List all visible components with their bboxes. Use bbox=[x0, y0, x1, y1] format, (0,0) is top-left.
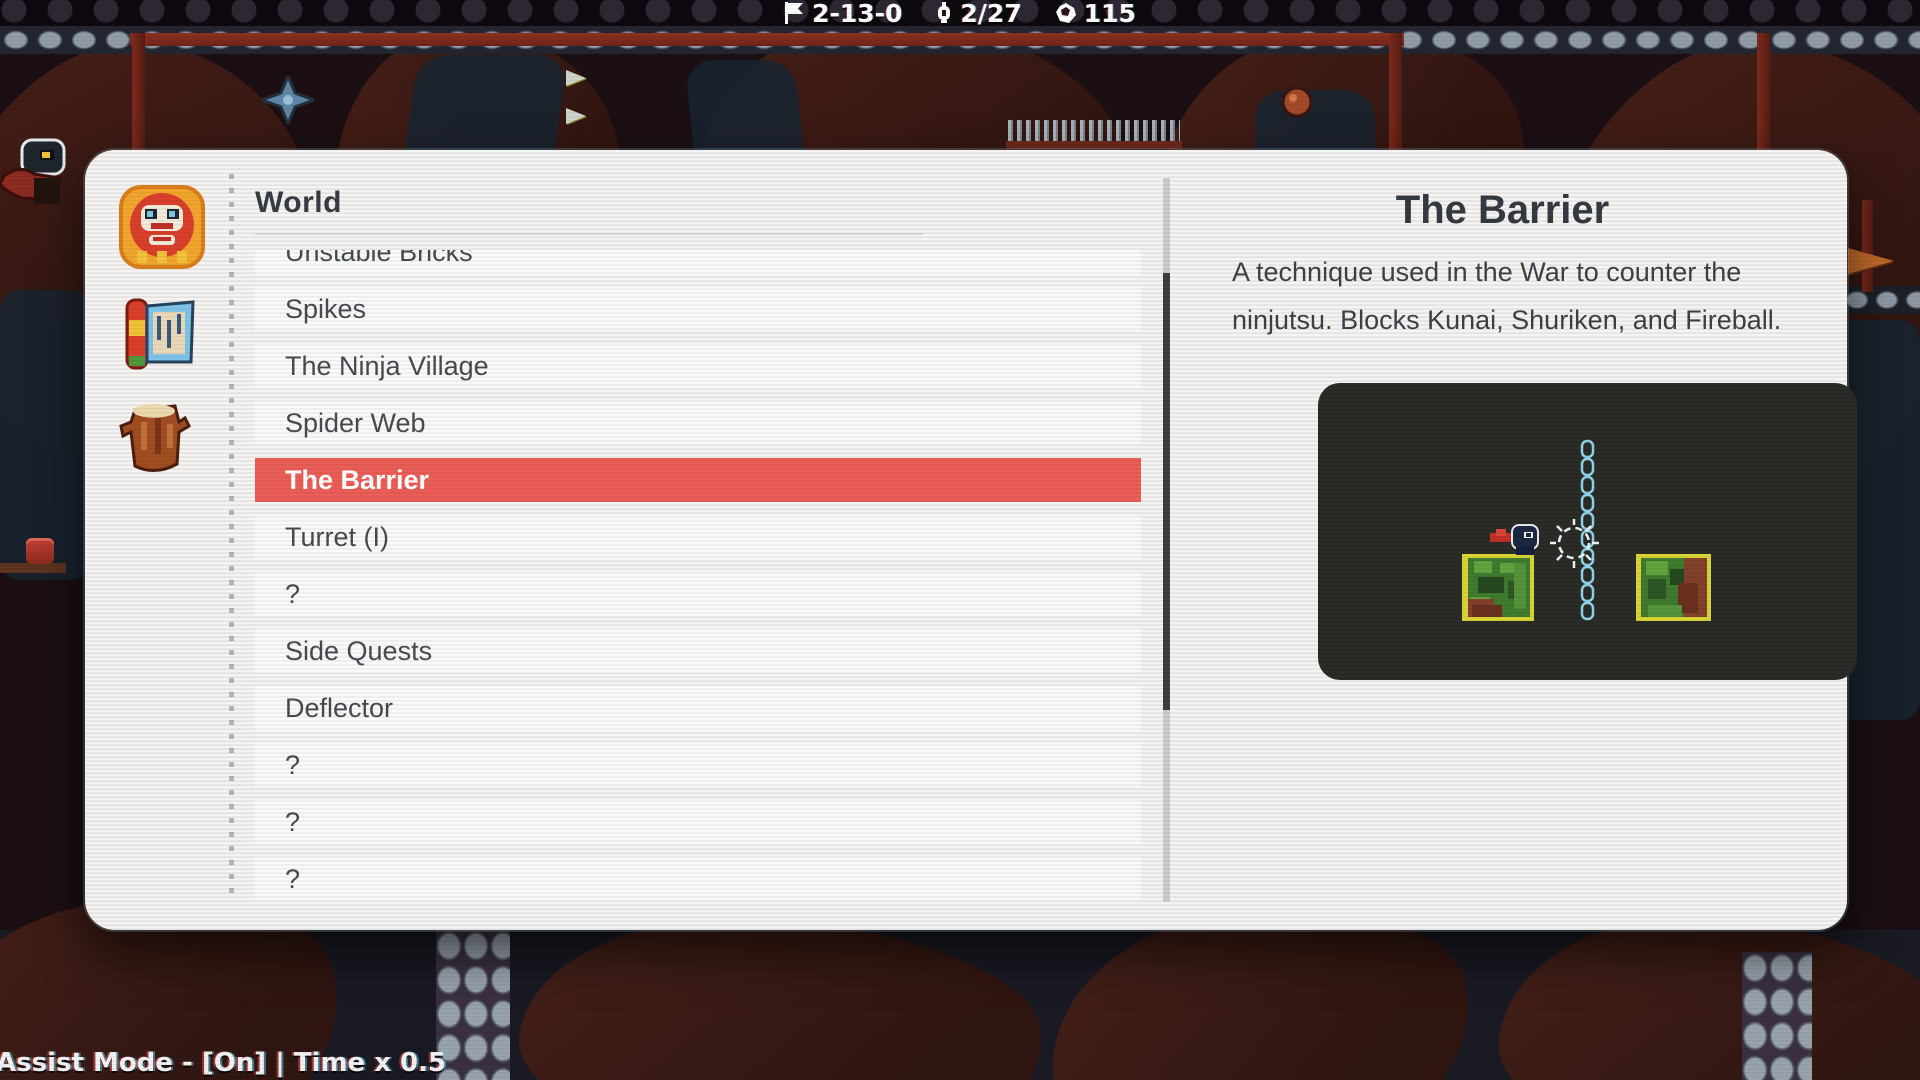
flag-icon bbox=[785, 2, 804, 24]
detail-description: A technique used in the War to counter t… bbox=[1232, 257, 1782, 335]
red-lamp-icon bbox=[26, 538, 54, 564]
list-item[interactable]: Deflector bbox=[255, 686, 1141, 743]
scrollbar-thumb[interactable] bbox=[1163, 273, 1170, 710]
sign-arrow-icon bbox=[1848, 248, 1894, 274]
ninja-sprite bbox=[1490, 524, 1539, 555]
list-item-label: Deflector bbox=[285, 693, 394, 723]
tab-items[interactable] bbox=[119, 398, 205, 482]
list-item[interactable]: Spikes bbox=[255, 287, 1141, 344]
tab-map[interactable] bbox=[119, 296, 205, 380]
codex-list: Unstable Bricks Spikes The Ninja Village Sp… bbox=[255, 250, 1141, 914]
list-item-label: Side Quests bbox=[285, 636, 433, 666]
hud-seals-value: 2/27 bbox=[960, 0, 1022, 28]
list-item[interactable]: ? bbox=[255, 743, 1141, 800]
codex-panel: World Unstable Bricks Spikes The Ninja Vil… bbox=[85, 150, 1857, 930]
list-item-band bbox=[255, 743, 1141, 787]
hud-shards: 115 bbox=[1055, 0, 1136, 28]
shuriken-icon bbox=[262, 76, 314, 124]
pot-icon bbox=[1281, 86, 1313, 118]
arrow-projectile-icon bbox=[566, 108, 586, 124]
hud-location: 2-13-0 bbox=[784, 0, 903, 28]
list-item-label: Turret (I) bbox=[285, 522, 389, 552]
list-item[interactable]: The Barrier bbox=[255, 458, 1141, 515]
list-item[interactable]: The Ninja Village bbox=[255, 344, 1141, 401]
red-beam bbox=[130, 33, 1404, 46]
dashed-divider bbox=[229, 174, 234, 902]
assist-mode-status: Assist Mode - [On] | Time x 0.5 bbox=[0, 1048, 447, 1078]
arrow-projectile-icon bbox=[566, 70, 586, 86]
scrollbar-track[interactable] bbox=[1163, 178, 1170, 902]
scroll-icon bbox=[125, 298, 195, 370]
list-item-label: ? bbox=[285, 807, 301, 837]
list-item-band bbox=[255, 857, 1141, 901]
list-header: World bbox=[255, 186, 342, 219]
shelf bbox=[0, 563, 66, 573]
codex-list-viewport: Unstable Bricks Spikes The Ninja Village Sp… bbox=[255, 250, 1141, 922]
list-item[interactable]: Side Quests bbox=[255, 629, 1141, 686]
tab-encyclopedia[interactable] bbox=[119, 185, 205, 269]
list-item-band bbox=[255, 800, 1141, 844]
list-item-band bbox=[255, 458, 1141, 502]
list-item-band bbox=[255, 287, 1141, 331]
shard-icon bbox=[1055, 3, 1076, 23]
list-item-label: ? bbox=[285, 864, 301, 894]
detail-preview-image bbox=[1318, 383, 1857, 680]
list-item-band bbox=[255, 629, 1141, 673]
list-item-band bbox=[255, 572, 1141, 616]
list-item-label: Spider Web bbox=[285, 408, 426, 438]
list-item-label: ? bbox=[285, 750, 301, 780]
list-item[interactable]: ? bbox=[255, 857, 1141, 914]
list-item-label: ? bbox=[285, 579, 301, 609]
list-item-label: Spikes bbox=[285, 294, 367, 324]
list-item-label: The Ninja Village bbox=[285, 351, 489, 381]
grass-block-left bbox=[1462, 554, 1534, 621]
player-ninja-sprite bbox=[0, 138, 66, 204]
list-item[interactable]: Spider Web bbox=[255, 401, 1141, 458]
hud-seals: 2/27 bbox=[936, 0, 1022, 28]
list-item[interactable]: Turret (I) bbox=[255, 515, 1141, 572]
rock-row bbox=[0, 26, 1920, 54]
list-item[interactable]: Unstable Bricks bbox=[255, 250, 1141, 287]
daruma-icon bbox=[119, 185, 205, 269]
list-item-label: The Barrier bbox=[285, 465, 430, 495]
hud: 2-13-0 2/27 115 bbox=[0, 0, 1920, 28]
grass-block-right bbox=[1636, 554, 1711, 621]
list-item[interactable]: ? bbox=[255, 800, 1141, 857]
list-item-label: Unstable Bricks bbox=[285, 250, 473, 267]
header-underline bbox=[255, 233, 923, 235]
hud-shards-value: 115 bbox=[1083, 0, 1136, 28]
hud-location-value: 2-13-0 bbox=[812, 0, 903, 28]
stump-icon bbox=[119, 404, 191, 472]
list-item-band bbox=[255, 686, 1141, 730]
detail-title: The Barrier bbox=[1395, 188, 1610, 232]
lantern-icon bbox=[938, 2, 951, 23]
spikes-strip bbox=[1008, 120, 1180, 144]
tab-column bbox=[85, 150, 230, 930]
list-item[interactable]: ? bbox=[255, 572, 1141, 629]
list-item-band bbox=[255, 515, 1141, 559]
